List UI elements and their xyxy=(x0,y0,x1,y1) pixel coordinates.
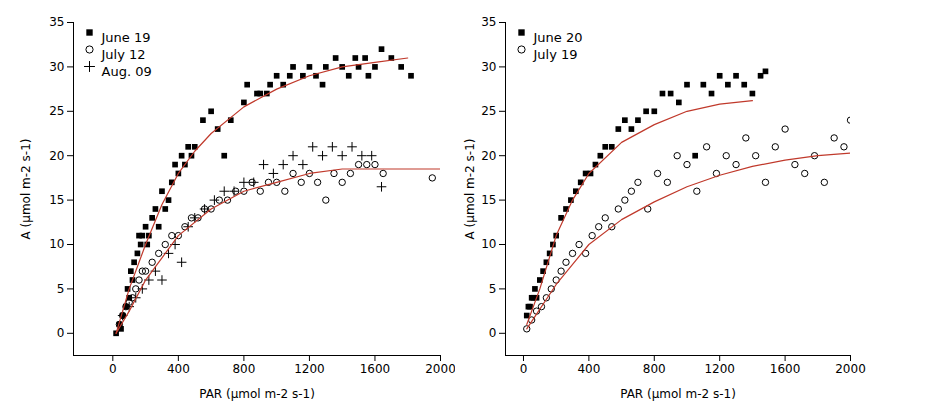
svg-text:1200: 1200 xyxy=(704,362,735,376)
svg-text:15: 15 xyxy=(49,193,64,207)
svg-text:30: 30 xyxy=(481,60,496,74)
svg-text:PAR (μmol m-2 s-1): PAR (μmol m-2 s-1) xyxy=(620,387,736,401)
svg-text:800: 800 xyxy=(643,362,666,376)
svg-text:5: 5 xyxy=(57,282,65,296)
svg-text:5: 5 xyxy=(489,282,497,296)
svg-text:25: 25 xyxy=(481,104,496,118)
svg-text:A (μmol m-2 s-1): A (μmol m-2 s-1) xyxy=(463,139,477,240)
svg-text:800: 800 xyxy=(232,362,255,376)
svg-text:1600: 1600 xyxy=(360,362,391,376)
svg-text:June 20: June 20 xyxy=(533,30,583,45)
svg-text:15: 15 xyxy=(481,193,496,207)
svg-text:July 19: July 19 xyxy=(533,47,578,62)
svg-text:A (μmol m-2 s-1): A (μmol m-2 s-1) xyxy=(19,139,33,240)
svg-text:10: 10 xyxy=(49,237,64,251)
svg-text:2000: 2000 xyxy=(425,362,455,376)
svg-text:1200: 1200 xyxy=(294,362,325,376)
svg-text:25: 25 xyxy=(49,104,64,118)
svg-text:400: 400 xyxy=(167,362,190,376)
svg-text:June 19: June 19 xyxy=(101,30,151,45)
svg-text:35: 35 xyxy=(481,15,496,29)
svg-text:0: 0 xyxy=(489,326,497,340)
svg-text:July 12: July 12 xyxy=(101,47,146,62)
svg-text:2000: 2000 xyxy=(835,362,866,376)
svg-text:Aug. 09: Aug. 09 xyxy=(102,64,152,79)
svg-text:0: 0 xyxy=(520,362,528,376)
svg-text:0: 0 xyxy=(57,326,65,340)
svg-text:0: 0 xyxy=(109,362,117,376)
svg-text:20: 20 xyxy=(481,149,496,163)
svg-text:400: 400 xyxy=(577,362,600,376)
svg-text:10: 10 xyxy=(481,237,496,251)
svg-text:35: 35 xyxy=(49,15,64,29)
svg-text:30: 30 xyxy=(49,60,64,74)
svg-text:1600: 1600 xyxy=(770,362,801,376)
svg-text:20: 20 xyxy=(49,149,64,163)
svg-text:PAR (μmol m-2 s-1): PAR (μmol m-2 s-1) xyxy=(199,387,315,401)
